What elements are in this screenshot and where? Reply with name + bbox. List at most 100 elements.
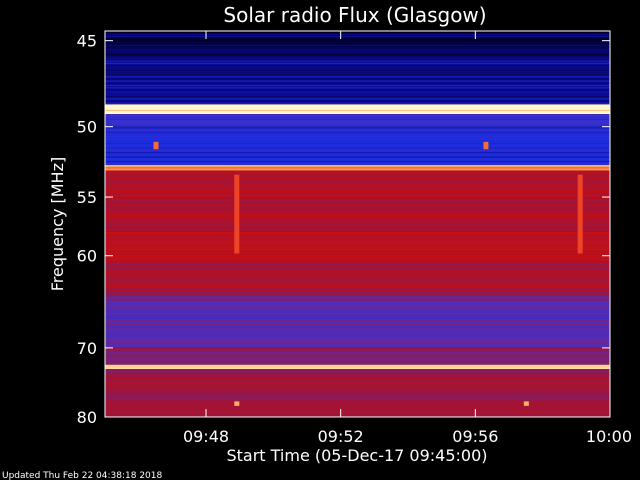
channel-line [105,404,610,406]
channel-line [105,179,610,182]
channel-line [105,31,610,33]
burst-feature [234,401,240,406]
channel-line [105,151,610,154]
channel-line [105,319,610,321]
x-tick-label: 09:48 [183,427,229,446]
channel-line [105,60,610,62]
channel-line [105,350,610,352]
channel-line [105,356,610,358]
channel-line [105,240,610,242]
channel-line [105,235,610,238]
x-axis: 09:48 09:52 09:56 10:00 [183,31,632,446]
channel-line [105,363,610,365]
channel-line [105,238,610,240]
channel-line [105,100,610,102]
channel-line [105,71,610,73]
channel-line [105,348,610,350]
channel-line [105,165,610,167]
channel-line [105,40,610,42]
channel-line [105,76,610,78]
channel-line [105,160,610,163]
channel-line [105,102,610,104]
burst-feature [234,174,240,254]
channel-line [105,408,610,410]
channel-line [105,204,610,206]
channel-line [105,65,610,67]
channel-line [105,339,610,341]
channel-line [105,270,610,272]
channel-line [105,389,610,391]
channel-line [105,80,610,82]
channel-line [105,109,610,112]
channel-line [105,400,610,402]
channel-line [105,184,610,186]
x-tick-label: 10:00 [586,427,632,446]
burst-feature [483,141,489,150]
channel-line [105,218,610,220]
frequency-band [105,303,610,348]
channel-line [105,116,610,118]
channel-line [105,312,610,315]
y-tick-label: 60 [77,247,97,266]
channel-line [105,380,610,382]
channel-line [105,129,610,131]
channel-line [105,107,610,109]
channel-line [105,167,610,169]
channel-line [105,133,610,136]
channel-line [105,93,610,96]
channel-line [105,62,610,65]
channel-line [105,281,610,283]
channel-line [105,118,610,120]
channel-line [105,306,610,308]
channel-line [105,168,610,171]
channel-line [105,365,610,367]
channel-line [105,104,610,107]
channel-line [105,299,610,301]
x-tick-label: 09:56 [452,427,498,446]
channel-line [105,197,610,199]
channel-line [105,231,610,233]
channel-line [105,120,610,123]
channel-line [105,149,610,151]
frequency-band [105,170,610,198]
channel-line [105,371,610,374]
channel-line [105,413,610,415]
channel-line [105,36,610,38]
channel-line [105,287,610,289]
channel-line [105,224,610,227]
channel-line [105,410,610,413]
channel-line [105,352,610,354]
channel-line [105,301,610,303]
channel-line [105,346,610,348]
frequency-band [105,231,610,262]
channel-line [105,49,610,51]
channel-line [105,131,610,133]
channel-line [105,190,610,193]
channel-line [105,147,610,149]
channel-line [105,193,610,195]
channel-line [105,175,610,177]
channel-line [105,242,610,244]
channel-line [105,252,610,255]
channel-line [105,145,610,147]
channel-line [105,395,610,397]
channel-line [105,233,610,235]
channel-line [105,138,610,140]
channel-line [105,415,610,417]
y-tick-label: 55 [77,188,97,207]
channel-line [105,382,610,384]
updated-timestamp: Updated Thu Feb 22 04:38:18 2018 [2,471,163,480]
channel-line [105,182,610,184]
channel-line [105,323,610,326]
channel-line [105,328,610,330]
channel-line [105,195,610,197]
channel-line [105,177,610,179]
channel-line [105,387,610,389]
channel-line [105,308,610,310]
channel-line [105,263,610,265]
channel-line [105,250,610,253]
chart-title: Solar radio Flux (Glasgow) [223,3,486,27]
channel-line [105,376,610,378]
channel-line [105,87,610,89]
channel-line [105,173,610,175]
